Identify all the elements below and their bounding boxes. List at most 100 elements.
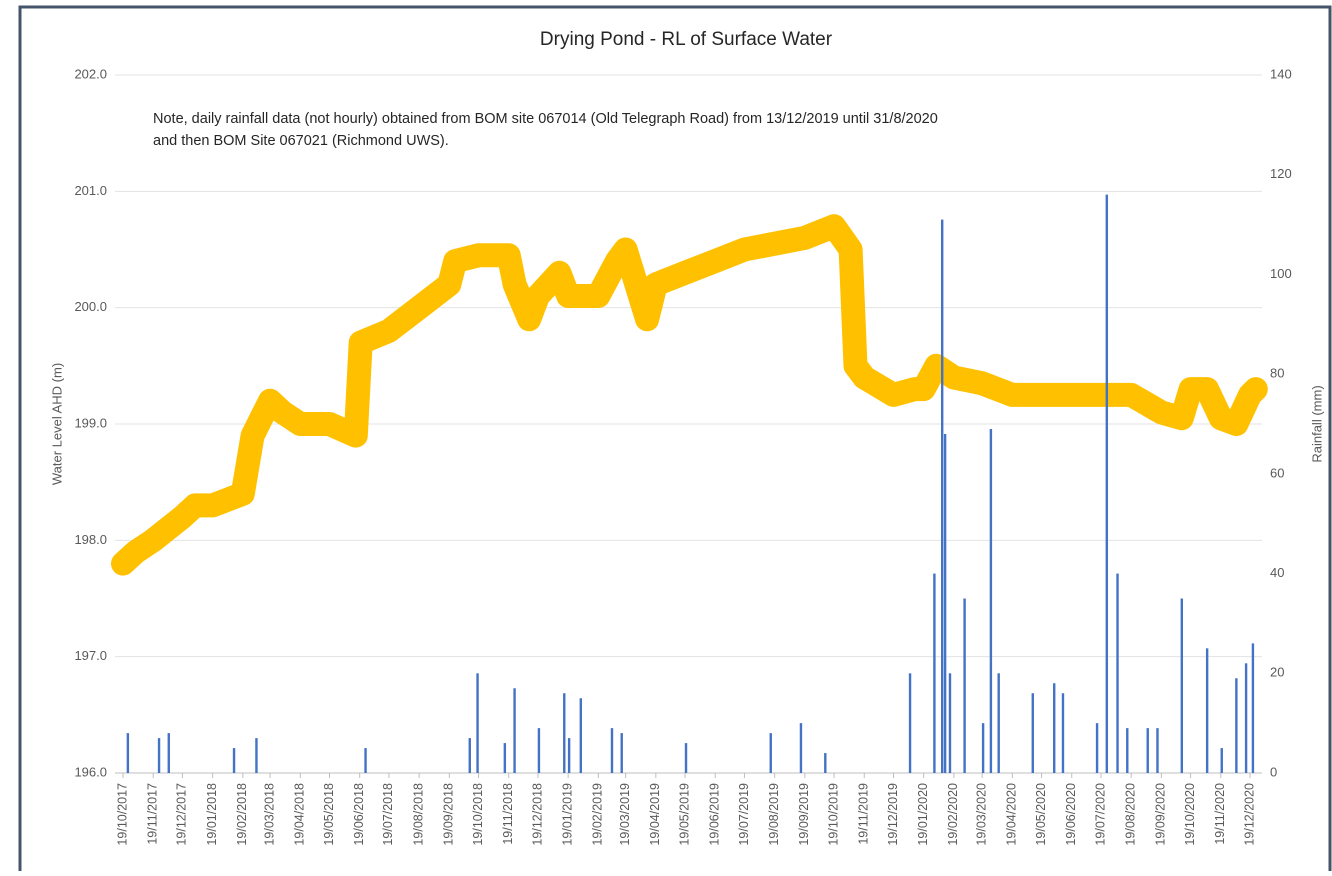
x-tick-label: 19/04/2018 — [293, 783, 307, 846]
y-tick-label: 202.0 — [74, 66, 107, 81]
rainfall-bar — [963, 598, 966, 773]
x-tick-label: 19/12/2018 — [530, 783, 544, 846]
chart-title: Drying Pond - RL of Surface Water — [540, 29, 833, 50]
x-tick-label: 19/09/2018 — [442, 783, 456, 846]
x-tick-label: 19/05/2019 — [677, 783, 691, 846]
rainfall-bar — [157, 738, 161, 773]
rainfall-bar — [684, 743, 688, 773]
y-tick-label: 197.0 — [74, 648, 107, 663]
rainfall-bar — [255, 738, 258, 773]
y2-tick-label: 20 — [1270, 665, 1284, 680]
note: and then BOM Site 067021 (Richmond UWS). — [153, 133, 449, 149]
x-tick-label: 19/04/2019 — [648, 783, 662, 846]
y-tick-label: 201.0 — [74, 183, 107, 198]
rainfall-bar — [537, 728, 541, 773]
rainfall-bar — [981, 723, 985, 773]
y2-tick-label: 100 — [1270, 266, 1292, 281]
y2-tick-label: 80 — [1270, 366, 1284, 381]
rainfall-bar — [1220, 748, 1223, 773]
y2-tick-label: 120 — [1270, 166, 1292, 181]
rainfall-bar — [1251, 643, 1255, 773]
x-tick-label: 19/03/2018 — [262, 783, 276, 846]
rainfall-bar — [824, 753, 827, 773]
rainfall-bar — [1053, 683, 1056, 773]
rainfall-bar — [1061, 693, 1065, 773]
rainfall-bar — [1116, 573, 1119, 773]
x-tick-label: 19/10/2020 — [1183, 783, 1197, 846]
y2-tick-label: 60 — [1270, 465, 1284, 480]
y-tick-label: 196.0 — [74, 764, 107, 779]
x-tick-label: 19/07/2020 — [1093, 783, 1107, 846]
x-tick-label: 19/10/2019 — [826, 783, 840, 846]
y-axis-label: Water Level AHD (m) — [49, 363, 64, 485]
chart-frame — [18, 5, 1332, 876]
x-tick-label: 19/01/2018 — [205, 783, 219, 846]
x-tick-label: 19/02/2019 — [591, 783, 605, 846]
x-tick-label: 19/12/2019 — [886, 783, 900, 846]
x-tick-label: 19/02/2018 — [235, 783, 249, 846]
rainfall-bar — [476, 673, 479, 773]
x-tick-label: 19/09/2020 — [1154, 783, 1168, 846]
x-tick-label: 19/03/2020 — [974, 783, 988, 846]
x-tick-label: 19/08/2018 — [411, 783, 425, 846]
rainfall-bar — [563, 693, 566, 773]
y2-tick-label: 140 — [1270, 66, 1292, 81]
x-tick-label: 19/01/2020 — [916, 783, 930, 846]
rainfall-bar — [940, 219, 944, 774]
y2-axis-label: Rainfall (mm) — [1309, 385, 1324, 462]
rainfall-bar — [468, 738, 471, 773]
x-tick-label: 19/07/2018 — [381, 783, 395, 846]
x-tick-label: 19/01/2019 — [560, 783, 574, 846]
rainfall-bar — [997, 673, 1000, 773]
rainfall-bar — [567, 738, 571, 773]
x-tick-label: 19/10/2017 — [115, 783, 129, 846]
note: Note, daily rainfall data (not hourly) o… — [153, 111, 938, 127]
x-tick-label: 19/08/2020 — [1123, 783, 1137, 846]
x-tick-label: 19/12/2020 — [1242, 783, 1256, 846]
x-tick-label: 19/11/2019 — [857, 783, 871, 845]
rainfall-bar — [513, 688, 516, 773]
rainfall-bar — [503, 743, 507, 773]
x-tick-label: 19/10/2018 — [471, 783, 485, 846]
x-tick-label: 19/06/2018 — [352, 783, 366, 846]
x-tick-label: 19/02/2020 — [946, 783, 960, 846]
rainfall-bar — [1105, 194, 1109, 773]
y-tick-label: 200.0 — [74, 299, 107, 314]
x-tick-label: 19/07/2019 — [737, 783, 751, 846]
rainfall-bar — [167, 733, 170, 773]
rainfall-bar — [948, 673, 952, 773]
rainfall-bar — [1235, 678, 1238, 773]
x-tick-label: 19/08/2019 — [767, 783, 781, 846]
rainfall-bar — [1180, 598, 1184, 773]
y-tick-label: 199.0 — [74, 415, 107, 430]
x-tick-label: 19/11/2018 — [501, 783, 515, 845]
rainfall-bar — [1146, 728, 1149, 773]
y2-tick-label: 40 — [1270, 565, 1284, 580]
rainfall-bar — [1095, 723, 1099, 773]
rainfall-bar — [364, 748, 367, 773]
x-tick-label: 19/06/2019 — [708, 783, 722, 846]
rainfall-bar — [126, 733, 130, 773]
rainfall-bar — [1031, 693, 1034, 773]
rainfall-bar — [1244, 663, 1248, 773]
x-tick-label: 19/12/2017 — [175, 783, 189, 846]
x-tick-label: 19/04/2020 — [1005, 783, 1019, 846]
y2-tick-label: 0 — [1270, 764, 1277, 779]
rainfall-bar — [579, 698, 583, 773]
x-tick-label: 19/11/2017 — [145, 783, 159, 845]
rainfall-bar — [620, 733, 623, 773]
rainfall-bar — [1205, 648, 1209, 773]
rainfall-bar — [933, 573, 936, 773]
rainfall-bar — [769, 733, 772, 773]
water-level-line — [111, 214, 1268, 576]
y-tick-label: 198.0 — [74, 532, 107, 547]
x-tick-label: 19/05/2020 — [1034, 783, 1048, 846]
rainfall-bar — [1156, 728, 1159, 773]
rainfall-bar — [989, 428, 993, 773]
rainfall-bar — [232, 748, 236, 773]
x-tick-label: 19/09/2019 — [797, 783, 811, 846]
x-tick-label: 19/05/2018 — [322, 783, 336, 846]
x-tick-label: 19/03/2019 — [618, 783, 632, 846]
rainfall-bar — [610, 728, 614, 773]
